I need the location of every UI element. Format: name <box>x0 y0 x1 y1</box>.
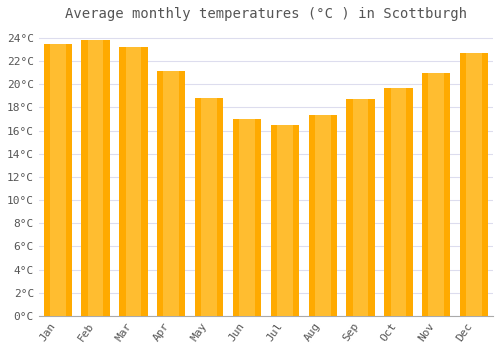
Bar <box>346 99 375 316</box>
Bar <box>88 40 104 316</box>
Bar <box>353 99 368 316</box>
Bar <box>270 125 299 316</box>
Bar <box>308 116 337 316</box>
Bar <box>119 47 148 316</box>
Bar <box>126 47 141 316</box>
Bar <box>308 116 337 316</box>
Bar <box>164 71 179 316</box>
Bar <box>346 99 375 316</box>
Bar <box>44 44 72 316</box>
Bar <box>233 119 261 316</box>
Bar <box>384 88 412 316</box>
Bar <box>270 125 299 316</box>
Bar <box>466 53 482 316</box>
Bar <box>239 119 255 316</box>
Bar <box>460 53 488 316</box>
Bar <box>119 47 148 316</box>
Bar <box>202 98 217 316</box>
Bar <box>277 125 292 316</box>
Bar <box>195 98 224 316</box>
Bar <box>422 72 450 316</box>
Bar <box>195 98 224 316</box>
Bar <box>428 72 444 316</box>
Bar <box>44 44 72 316</box>
Bar <box>390 88 406 316</box>
Bar <box>315 116 330 316</box>
Title: Average monthly temperatures (°C ) in Scottburgh: Average monthly temperatures (°C ) in Sc… <box>65 7 467 21</box>
Bar <box>82 40 110 316</box>
Bar <box>82 40 110 316</box>
Bar <box>50 44 66 316</box>
Bar <box>157 71 186 316</box>
Bar <box>460 53 488 316</box>
Bar <box>384 88 412 316</box>
Bar <box>233 119 261 316</box>
Bar <box>422 72 450 316</box>
Bar <box>157 71 186 316</box>
